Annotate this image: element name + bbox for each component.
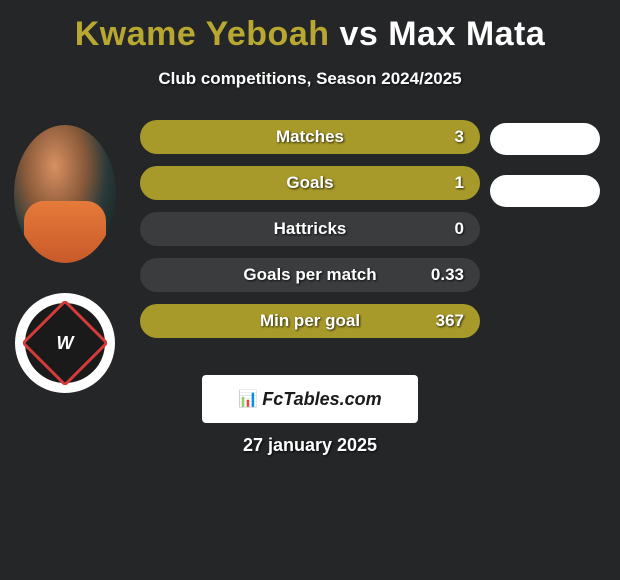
stat-row-mpg: Min per goal 367 bbox=[140, 304, 480, 338]
stats-column: Matches 3 Goals 1 Hattricks 0 Goals per … bbox=[140, 120, 480, 350]
stat-label: Matches bbox=[276, 127, 344, 147]
stat-label: Min per goal bbox=[260, 311, 360, 331]
pill-2 bbox=[490, 175, 600, 207]
stat-value: 1 bbox=[455, 173, 464, 193]
stat-label: Goals per match bbox=[243, 265, 376, 285]
stat-value: 0.33 bbox=[431, 265, 464, 285]
stat-row-gpm: Goals per match 0.33 bbox=[140, 258, 480, 292]
player1-name: Kwame Yeboah bbox=[75, 15, 330, 53]
brand-badge: 📊 FcTables.com bbox=[202, 375, 418, 423]
club-badge-icon bbox=[25, 303, 105, 383]
subtitle: Club competitions, Season 2024/2025 bbox=[0, 69, 620, 89]
vs-text: vs bbox=[339, 15, 378, 53]
stat-label: Hattricks bbox=[274, 219, 347, 239]
stat-value: 3 bbox=[455, 127, 464, 147]
page-title: Kwame Yeboah vs Max Mata bbox=[0, 15, 620, 54]
stat-row-hattricks: Hattricks 0 bbox=[140, 212, 480, 246]
club-badge bbox=[15, 293, 115, 393]
stat-row-matches: Matches 3 bbox=[140, 120, 480, 154]
player2-name: Max Mata bbox=[388, 15, 545, 53]
stat-label: Goals bbox=[286, 173, 333, 193]
left-column bbox=[10, 125, 120, 393]
brand-text: FcTables.com bbox=[262, 389, 381, 410]
stat-row-goals: Goals 1 bbox=[140, 166, 480, 200]
stat-value: 0 bbox=[455, 219, 464, 239]
pill-1 bbox=[490, 123, 600, 155]
footer-date: 27 january 2025 bbox=[243, 435, 377, 456]
right-column bbox=[490, 120, 610, 227]
stat-value: 367 bbox=[436, 311, 464, 331]
player-photo bbox=[14, 125, 116, 263]
chart-icon: 📊 bbox=[238, 389, 258, 409]
infographic-container: Kwame Yeboah vs Max Mata Club competitio… bbox=[0, 0, 620, 89]
